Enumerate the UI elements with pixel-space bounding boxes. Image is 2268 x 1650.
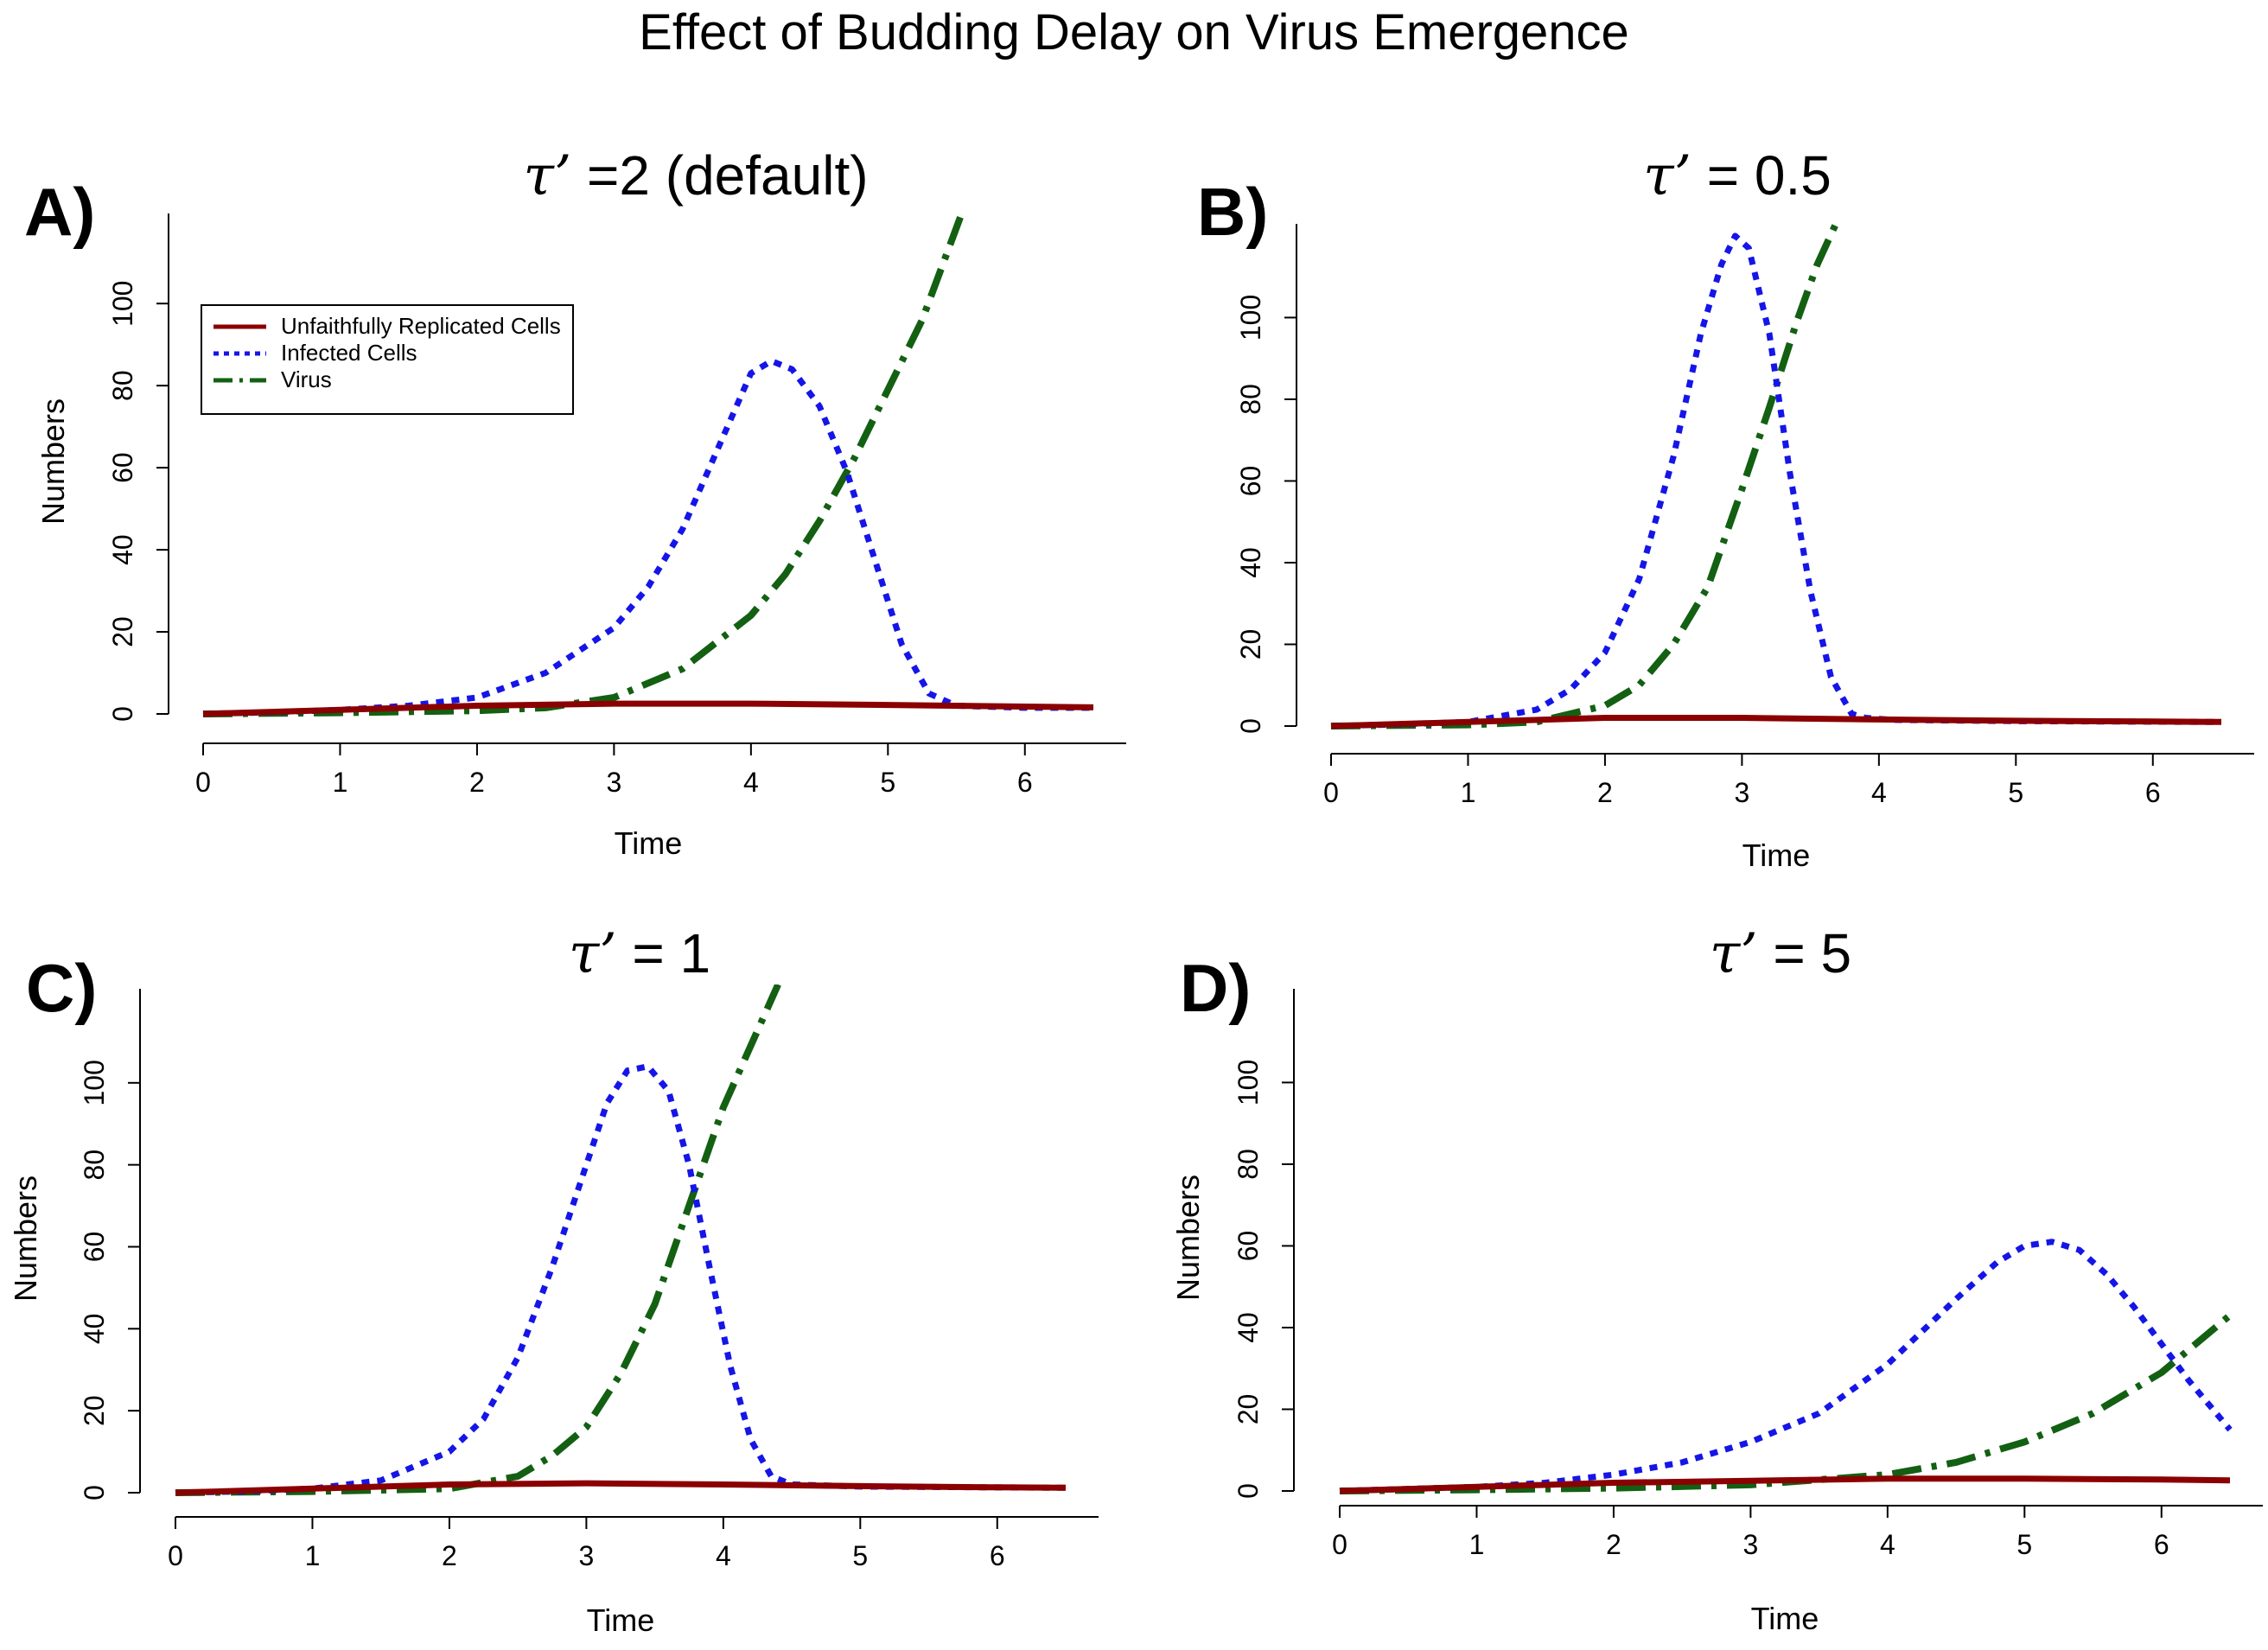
x-axis-label: Time [1751, 1601, 1819, 1636]
x-tick-label: 6 [2154, 1529, 2169, 1560]
legend-box [201, 304, 574, 415]
y-tick-label: 80 [79, 1150, 110, 1181]
panel-title: τ’ = 5 [1710, 922, 1851, 986]
series-line-unfaithful [1339, 1475, 2231, 1494]
x-tick-label: 6 [2145, 777, 2161, 808]
panel-letter: C) [26, 950, 97, 1026]
x-tick-label: 2 [442, 1540, 457, 1571]
y-tick-label: 20 [79, 1395, 110, 1426]
figure-title: Effect of Budding Delay on Virus Emergen… [639, 4, 1629, 61]
y-tick-label: 40 [1235, 547, 1266, 578]
y-tick-label: 60 [1233, 1231, 1264, 1262]
x-tick-label: 3 [1742, 1529, 1758, 1560]
x-tick-label: 0 [1332, 1529, 1347, 1560]
series-line-virus [1330, 220, 1841, 729]
panel-letter: A) [24, 174, 95, 250]
y-tick-label: 0 [107, 706, 138, 722]
y-tick-label: 40 [107, 534, 138, 565]
x-axis-label: Time [615, 825, 683, 861]
x-tick-label: 0 [168, 1540, 183, 1571]
x-tick-label: 4 [1880, 1529, 1895, 1560]
x-tick-label: 1 [1461, 777, 1476, 808]
y-axis-label: Numbers [8, 1175, 43, 1302]
x-tick-label: 4 [716, 1540, 731, 1571]
x-tick-label: 1 [305, 1540, 321, 1571]
series-line-infected [1339, 1239, 2233, 1494]
x-tick-label: 5 [2008, 777, 2023, 808]
x-tick-label: 6 [1017, 767, 1033, 798]
y-tick-label: 40 [79, 1314, 110, 1345]
y-tick-label: 20 [1233, 1394, 1264, 1425]
panel-title: τ’ = 1 [569, 922, 710, 986]
series-line-unfaithful [175, 1480, 1067, 1496]
panel-d: D) τ’ = 5 0 20 40 60 80 100 0 1 2 3 4 5 6 Time Numbers [1170, 922, 2263, 1636]
series-line-infected [175, 1063, 1067, 1496]
series-line-infected [202, 358, 1093, 717]
panel-c: C) τ’ = 1 0 20 40 60 80 100 0 1 2 3 4 5 6 Time Numbers [8, 922, 1099, 1638]
x-tick-label: 3 [578, 1540, 594, 1571]
legend-label: Unfaithfully Replicated Cells [281, 313, 561, 339]
legend-label: Virus [281, 366, 332, 392]
y-tick-label: 100 [1235, 295, 1266, 341]
x-tick-label: 1 [1469, 1529, 1485, 1560]
y-tick-label: 100 [1233, 1060, 1264, 1105]
x-axis-label: Time [587, 1602, 655, 1638]
x-tick-label: 6 [990, 1540, 1005, 1571]
x-tick-label: 1 [333, 767, 348, 798]
y-tick-label: 60 [79, 1232, 110, 1263]
panel-b: B) τ’ = 0.5 0 20 40 60 80 100 0 1 2 3 4 5 6 Time [1197, 144, 2254, 873]
panel-title: τ’ =2 (default) [523, 144, 868, 208]
panel-letter: D) [1180, 950, 1251, 1026]
y-tick-label: 60 [1235, 466, 1266, 497]
series-line-infected [1330, 233, 2222, 729]
x-tick-label: 0 [1323, 777, 1339, 808]
y-axis-label: Numbers [1170, 1175, 1206, 1301]
x-tick-label: 2 [469, 767, 485, 798]
x-tick-label: 5 [880, 767, 895, 798]
x-tick-label: 4 [743, 767, 759, 798]
y-tick-label: 40 [1233, 1312, 1264, 1343]
x-tick-label: 4 [1871, 777, 1887, 808]
x-tick-label: 2 [1597, 777, 1613, 808]
y-tick-label: 0 [1235, 718, 1266, 734]
series-line-virus [1339, 1312, 2233, 1494]
x-tick-label: 3 [606, 767, 621, 798]
x-tick-label: 5 [2016, 1529, 2032, 1560]
panel-a: A) τ’ =2 (default) 0 20 40 60 80 100 0 1 2 3 4 5 6 Time… [24, 144, 1126, 861]
x-tick-label: 5 [852, 1540, 868, 1571]
panel-title: τ’ = 0.5 [1643, 144, 1832, 208]
series-line-unfaithful [202, 700, 1094, 717]
y-tick-label: 20 [1235, 629, 1266, 660]
y-tick-label: 20 [107, 616, 138, 647]
y-tick-label: 100 [107, 281, 138, 327]
series-line-virus [202, 209, 967, 717]
x-tick-label: 2 [1606, 1529, 1621, 1560]
x-tick-label: 3 [1734, 777, 1749, 808]
y-tick-label: 80 [107, 370, 138, 401]
panel-letter: B) [1197, 174, 1268, 250]
legend-label: Infected Cells [281, 340, 417, 366]
y-tick-label: 100 [79, 1060, 110, 1105]
y-axis-label: Numbers [35, 398, 71, 525]
y-tick-label: 80 [1235, 384, 1266, 415]
series-line-virus [175, 984, 781, 1496]
y-tick-label: 0 [79, 1485, 110, 1500]
y-tick-label: 60 [107, 452, 138, 483]
series-line-unfaithful [1330, 715, 2222, 729]
x-axis-label: Time [1742, 838, 1811, 873]
x-tick-label: 0 [195, 767, 211, 798]
y-tick-label: 0 [1233, 1483, 1264, 1499]
y-tick-label: 80 [1233, 1149, 1264, 1180]
